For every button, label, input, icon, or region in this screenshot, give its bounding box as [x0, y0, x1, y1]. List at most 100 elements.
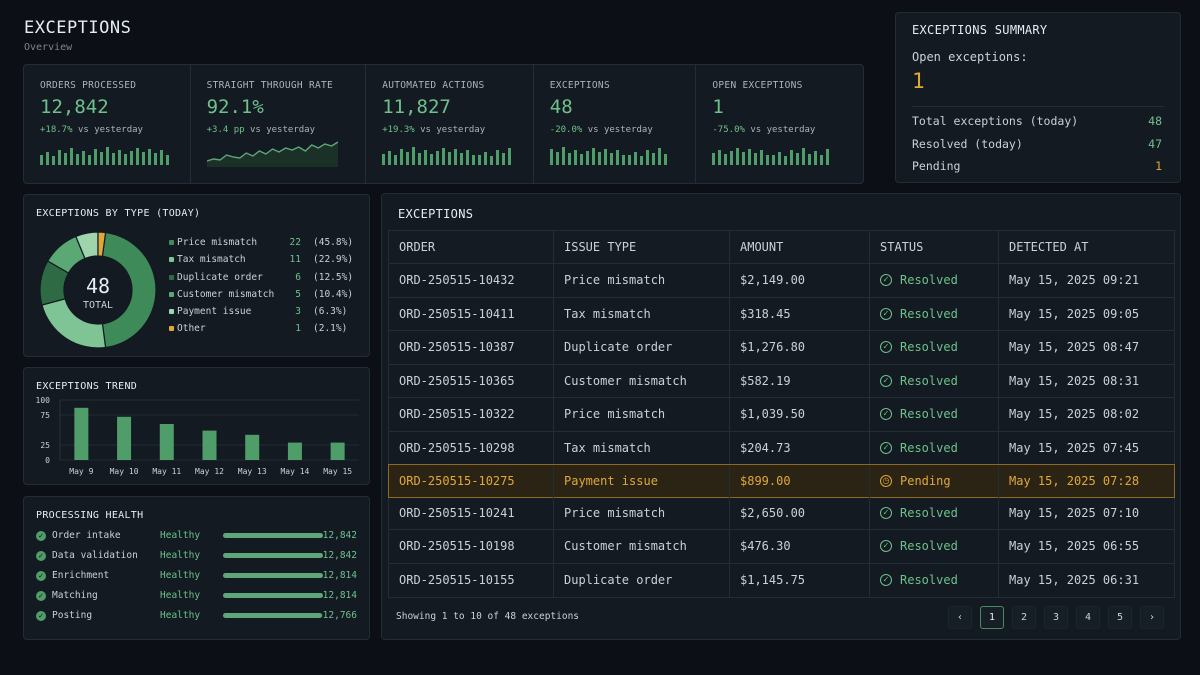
table-row[interactable]: ORD-250515-10411 Tax mismatch $318.45 ✓ Reso…: [389, 297, 1174, 331]
trend-bar[interactable]: [245, 434, 260, 460]
trend-bar[interactable]: [330, 442, 345, 460]
table-row[interactable]: ORD-250515-10155 Duplicate order $1,145.75…: [389, 563, 1174, 597]
exceptions-table: ORDER ISSUE TYPE AMOUNT STATUS DETECTED …: [388, 230, 1175, 598]
sparkline-line: [206, 141, 338, 162]
cell-order[interactable]: ORD-250515-10387: [389, 331, 554, 364]
table-row[interactable]: ORD-250515-10432 Price mismatch $2,149.00 ✓…: [389, 264, 1174, 298]
donut-center-label: TOTAL: [83, 300, 113, 311]
cell-order[interactable]: ORD-250515-10298: [389, 431, 554, 464]
sparkline-bar: [712, 153, 716, 165]
check-circle-icon: ✓: [880, 341, 892, 354]
cell-status: ✓ Resolved: [870, 431, 999, 464]
column-header-amount[interactable]: AMOUNT: [730, 231, 870, 263]
trend-bar[interactable]: [74, 407, 89, 460]
chevron-right-icon[interactable]: ›: [1140, 606, 1164, 629]
sparkline-bar: [388, 151, 392, 165]
page-button-3[interactable]: 3: [1044, 606, 1068, 629]
table-row[interactable]: ORD-250515-10387 Duplicate order $1,276.80…: [389, 331, 1174, 365]
sparkline-bar: [502, 153, 506, 165]
sparkline-bar: [64, 153, 67, 165]
column-header-status[interactable]: STATUS: [870, 231, 999, 263]
cell-status: ✓ Resolved: [870, 563, 999, 597]
sparkline-bar: [82, 151, 85, 165]
table-row[interactable]: ORD-250515-10198 Customer mismatch $476.30…: [389, 530, 1174, 564]
cell-order[interactable]: ORD-250515-10198: [389, 530, 554, 563]
column-header-order[interactable]: ORDER: [389, 231, 554, 263]
sparkline-bar: [621, 155, 625, 165]
health-progress-bar: [223, 533, 323, 538]
sparkline-bar: [549, 149, 553, 165]
page-button-1[interactable]: 1: [980, 606, 1004, 629]
health-row: ✓ Matching Healthy 12,814: [36, 590, 357, 606]
sparkline-bar: [555, 152, 559, 165]
cell-order[interactable]: ORD-250515-10432: [389, 264, 554, 297]
trend-bar[interactable]: [287, 442, 302, 460]
kpi-change: -20.0% vs yesterday: [549, 125, 653, 135]
check-circle-icon: ✓: [36, 531, 46, 541]
pagination: ‹ 1 2 3 4 5 ›: [948, 606, 1164, 629]
sparkline-bar: [615, 150, 619, 165]
page-button-2[interactable]: 2: [1012, 606, 1036, 629]
legend-item: Price mismatch 22 (45.8%): [169, 237, 359, 254]
legend-label: Customer mismatch: [177, 288, 275, 300]
cell-detected-at: May 15, 2025 07:10: [1009, 505, 1140, 520]
cell-order[interactable]: ORD-250515-10275: [389, 465, 554, 497]
cell-detected-at: May 15, 2025 07:45: [1009, 440, 1140, 455]
table-row[interactable]: ORD-250515-10241 Price mismatch $2,650.00 ✓…: [389, 496, 1174, 530]
trend-bar[interactable]: [117, 416, 132, 460]
cell-order[interactable]: ORD-250515-10241: [389, 496, 554, 529]
sparkline-bar: [496, 150, 500, 165]
sparkline-bar: [46, 152, 49, 165]
page-button-4[interactable]: 4: [1076, 606, 1100, 629]
check-circle-icon: ✓: [36, 571, 46, 581]
kpi-sparkline: [382, 147, 512, 165]
check-circle-icon: ✓: [36, 551, 46, 561]
sparkline-bar: [633, 152, 637, 165]
legend-count: 5: [295, 288, 301, 300]
table-row[interactable]: ORD-250515-10298 Tax mismatch $204.73 ✓ Reso…: [389, 431, 1174, 465]
pagination-summary: Showing 1 to 10 of 48 exceptions: [396, 611, 580, 622]
sparkline-bar: [718, 150, 722, 165]
kpi-automated-actions: AUTOMATED ACTIONS 11,827 +19.3% vs yeste…: [366, 65, 534, 183]
cell-amount: $2,149.00: [730, 264, 870, 297]
cell-status: ◷ Pending: [870, 465, 999, 497]
health-progress-fill: [223, 553, 323, 558]
table-row[interactable]: ORD-250515-10365 Customer mismatch $582.19…: [389, 364, 1174, 398]
chevron-left-icon[interactable]: ‹: [948, 606, 972, 629]
sparkline-bar: [490, 156, 494, 165]
cell-order[interactable]: ORD-250515-10155: [389, 563, 554, 597]
column-header-detected-at[interactable]: DETECTED AT: [1009, 240, 1089, 254]
cell-status: ✓ Resolved: [870, 398, 999, 431]
cell-amount: $1,145.75: [730, 563, 870, 597]
table-row[interactable]: ORD-250515-10322 Price mismatch $1,039.50 ✓…: [389, 398, 1174, 432]
exceptions-summary-panel: EXCEPTIONS SUMMARY Open exceptions: 1 To…: [895, 12, 1181, 183]
cell-order[interactable]: ORD-250515-10322: [389, 398, 554, 431]
health-stage-name: Matching: [52, 590, 98, 601]
cell-amount: $899.00: [730, 465, 870, 497]
check-circle-icon: ✓: [880, 374, 892, 387]
sparkline-bar: [663, 154, 667, 165]
health-row: ✓ Order intake Healthy 12,842: [36, 530, 357, 546]
check-circle-icon: ✓: [36, 591, 46, 601]
cell-detected-at: May 15, 2025 09:05: [1009, 306, 1140, 321]
cell-detected-at: May 15, 2025 08:47: [1009, 340, 1140, 355]
sparkline-bar: [124, 154, 127, 165]
sparkline-bar: [597, 152, 601, 165]
cell-order[interactable]: ORD-250515-10365: [389, 364, 554, 397]
table-row[interactable]: ORD-250515-10275 Payment issue $899.00 ◷ Pen…: [388, 464, 1175, 498]
open-exceptions-label: Open exceptions:: [912, 50, 1028, 64]
trend-bar[interactable]: [202, 430, 217, 460]
status-label: Resolved: [900, 573, 958, 588]
sparkline-bar: [808, 154, 812, 165]
donut-center-value: 48: [86, 274, 110, 298]
trend-y-tick: 75: [40, 411, 50, 420]
kpi-sparkline: [712, 148, 830, 165]
trend-x-tick: May 13: [238, 467, 267, 476]
page-button-5[interactable]: 5: [1108, 606, 1132, 629]
column-header-issue-type[interactable]: ISSUE TYPE: [554, 231, 730, 263]
sparkline-bar: [424, 150, 428, 165]
health-stage-name: Order intake: [52, 530, 121, 541]
cell-order[interactable]: ORD-250515-10411: [389, 297, 554, 330]
trend-bar[interactable]: [159, 424, 174, 460]
cell-issue-type: Tax mismatch: [554, 297, 730, 330]
